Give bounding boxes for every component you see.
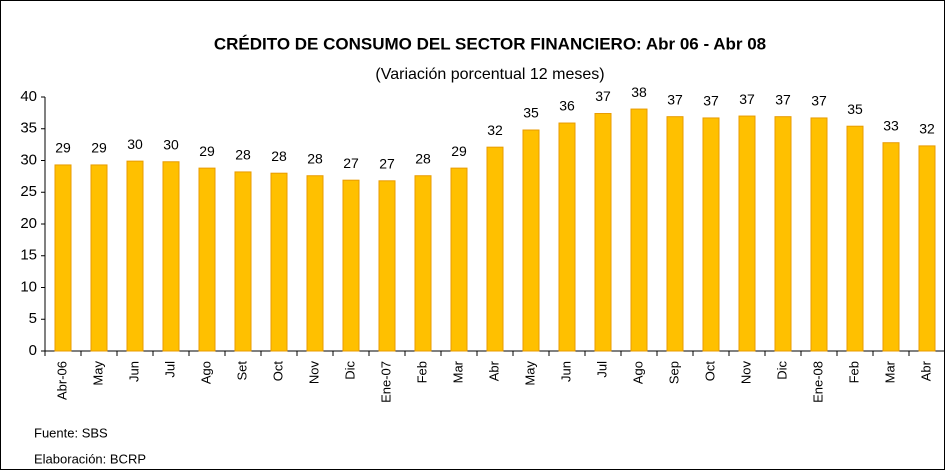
value-label: 35 <box>523 105 539 121</box>
value-label: 37 <box>775 91 791 107</box>
bar <box>774 116 792 352</box>
value-label: 29 <box>451 143 467 159</box>
bar <box>414 175 432 352</box>
chart-subtitle: (Variación porcentual 12 meses) <box>375 66 604 83</box>
bar <box>486 146 504 352</box>
credit-note: Elaboración: BCRP <box>34 451 146 466</box>
bar <box>162 161 180 352</box>
value-label: 35 <box>847 101 863 117</box>
y-tick-label: 35 <box>20 120 37 137</box>
bar <box>90 164 108 352</box>
x-tick-label: Ago <box>630 361 645 384</box>
bar <box>666 116 684 352</box>
value-label: 29 <box>91 140 107 156</box>
bar <box>558 122 576 352</box>
bar <box>702 117 720 352</box>
value-label: 32 <box>919 121 935 137</box>
bar <box>882 142 900 352</box>
value-label: 29 <box>199 143 215 159</box>
bar <box>810 117 828 352</box>
x-tick-label: Ene-08 <box>810 361 825 403</box>
x-tick-label: Ene-07 <box>378 361 393 403</box>
bar <box>306 175 324 352</box>
value-label: 37 <box>595 88 611 104</box>
x-tick-label: Jul <box>162 361 177 378</box>
x-tick-label: Abr-06 <box>54 361 69 400</box>
x-tick-label: Dic <box>774 361 789 380</box>
x-tick-label: Ago <box>198 361 213 384</box>
value-label: 37 <box>703 93 719 109</box>
y-tick-label: 15 <box>20 247 37 264</box>
bar <box>126 160 144 352</box>
y-tick-label: 5 <box>29 310 37 327</box>
value-label: 30 <box>127 136 143 152</box>
value-label: 28 <box>415 150 431 166</box>
x-tick-label: Feb <box>846 361 861 383</box>
y-tick-label: 20 <box>20 215 37 232</box>
x-tick-label: Jul <box>594 361 609 378</box>
x-tick-label: Sep <box>666 361 681 384</box>
x-tick-label: Oct <box>270 361 285 382</box>
x-tick-label: Mar <box>882 360 897 383</box>
x-tick-label: Feb <box>414 361 429 383</box>
value-label: 37 <box>739 91 755 107</box>
chart-title: CRÉDITO DE CONSUMO DEL SECTOR FINANCIERO… <box>214 34 766 53</box>
value-label: 27 <box>343 155 359 171</box>
y-tick-label: 30 <box>20 151 37 168</box>
y-tick-label: 10 <box>20 278 37 295</box>
y-tick-label: 0 <box>29 342 37 359</box>
bar <box>594 113 612 352</box>
value-label: 33 <box>883 117 899 133</box>
value-label: 37 <box>667 91 683 107</box>
bar <box>630 108 648 352</box>
x-tick-label: Oct <box>702 361 717 382</box>
x-tick-label: May <box>90 361 105 386</box>
x-tick-label: Nov <box>738 361 753 385</box>
x-tick-label: May <box>522 361 537 386</box>
bar <box>342 179 360 352</box>
bar <box>450 167 468 352</box>
value-label: 32 <box>487 122 503 138</box>
x-tick-label: Set <box>234 361 249 381</box>
x-tick-label: Nov <box>306 361 321 385</box>
bar <box>234 171 252 352</box>
x-tick-label: Mar <box>450 360 465 383</box>
y-tick-label: 40 <box>20 88 37 105</box>
source-note: Fuente: SBS <box>34 425 108 440</box>
value-label: 27 <box>379 156 395 172</box>
x-tick-label: Jun <box>126 361 141 382</box>
x-tick-label: Dic <box>342 361 357 380</box>
y-tick-label: 25 <box>20 183 37 200</box>
value-label: 28 <box>271 148 287 164</box>
bar <box>738 115 756 352</box>
x-tick-label: Jun <box>558 361 573 382</box>
bar <box>378 180 396 352</box>
x-tick-label: Abr <box>486 360 501 381</box>
bar <box>846 125 864 352</box>
value-label: 28 <box>235 147 251 163</box>
bar <box>918 145 936 352</box>
value-label: 37 <box>811 93 827 109</box>
value-label: 36 <box>559 98 575 114</box>
bar <box>270 172 288 352</box>
value-label: 28 <box>307 150 323 166</box>
bar <box>522 129 540 352</box>
x-tick-label: Abr <box>918 360 933 381</box>
value-label: 38 <box>631 84 647 100</box>
value-label: 30 <box>163 136 179 152</box>
bar <box>198 167 216 352</box>
bar <box>54 164 72 352</box>
value-label: 29 <box>55 140 71 156</box>
